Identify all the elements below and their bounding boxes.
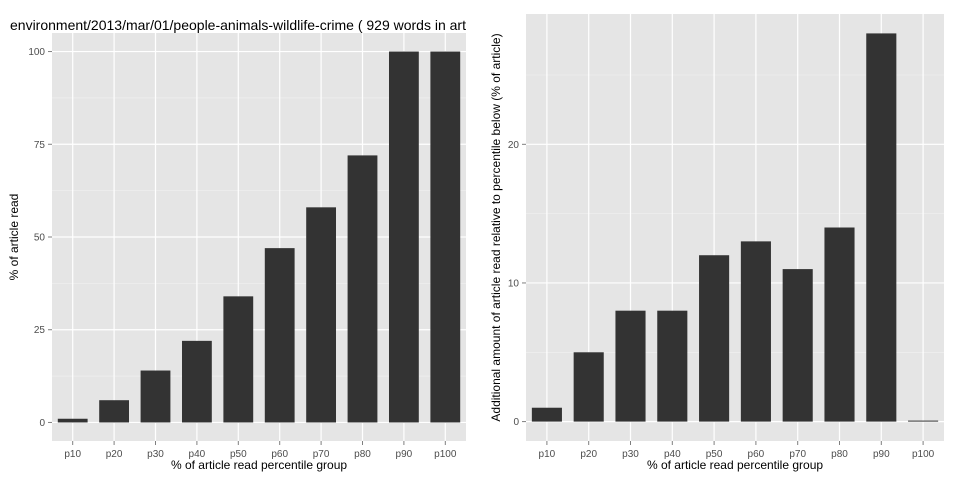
bar-p80: [824, 227, 855, 422]
bar-p70: [782, 269, 813, 422]
chart-title: environment/2013/mar/01/people-animals-w…: [10, 17, 466, 33]
x-tick-label: p70: [789, 449, 806, 460]
bar-p30: [615, 310, 646, 422]
bar-p20: [573, 352, 604, 422]
x-tick-label: p70: [313, 449, 330, 460]
bar-p50: [223, 296, 254, 423]
y-tick-label: 0: [39, 418, 45, 429]
x-tick-label: p50: [230, 449, 247, 460]
bar-p40: [181, 340, 212, 423]
bar-p60: [740, 241, 771, 422]
bar-p50: [699, 255, 730, 422]
x-tick-label: p90: [873, 449, 890, 460]
y-tick-label: 100: [28, 47, 45, 58]
x-tick-label: p20: [106, 449, 123, 460]
x-axis-title: % of article read percentile group: [171, 458, 347, 472]
x-tick-label: p30: [622, 449, 639, 460]
x-tick-label: p100: [434, 449, 457, 460]
bar-p90: [388, 51, 419, 423]
x-tick-label: p80: [354, 449, 371, 460]
y-tick-label: 0: [513, 417, 519, 428]
x-tick-label: p100: [912, 449, 935, 460]
chart-panel-1: 0 25 50 75 100 p10 p20 p30 p40 p50 p60 p70 p80 p90 p10…: [7, 17, 466, 472]
bar-p20: [99, 400, 130, 423]
x-tick-label: p20: [580, 449, 597, 460]
bar-p10: [531, 407, 562, 422]
x-tick-label: p80: [831, 449, 848, 460]
x-tick-label: p40: [189, 449, 206, 460]
x-tick-label: p30: [147, 449, 164, 460]
y-axis-title: % of article read: [7, 194, 21, 281]
x-tick-label: p90: [396, 449, 413, 460]
x-tick-label: p60: [748, 449, 765, 460]
x-tick-label: p10: [539, 449, 556, 460]
y-axis-title: Additional amount of article read relati…: [489, 33, 503, 421]
x-tick-label: p60: [271, 449, 288, 460]
bar-p100: [430, 51, 461, 423]
y-tick-label: 10: [508, 278, 520, 289]
bar-p100: [908, 420, 939, 422]
bar-p70: [306, 207, 337, 423]
bar-p40: [657, 310, 688, 422]
y-tick-label: 50: [34, 233, 46, 244]
x-tick-label: p40: [664, 449, 681, 460]
x-axis-title: % of article read percentile group: [647, 458, 823, 472]
y-tick-label: 20: [508, 140, 520, 151]
bar-p90: [866, 33, 897, 422]
chart-panel-2: 0 10 20 p10 p20 p30 p40 p50 p60 p70 p80 p90 p100 % of…: [489, 14, 944, 472]
x-tick-label: p50: [706, 449, 723, 460]
y-tick-label: 75: [34, 140, 46, 151]
bar-p80: [347, 155, 378, 423]
y-tick-label: 25: [34, 325, 46, 336]
x-tick-label: p10: [64, 449, 81, 460]
bar-p10: [57, 418, 88, 423]
bar-p30: [140, 370, 171, 423]
bar-p60: [264, 248, 295, 423]
